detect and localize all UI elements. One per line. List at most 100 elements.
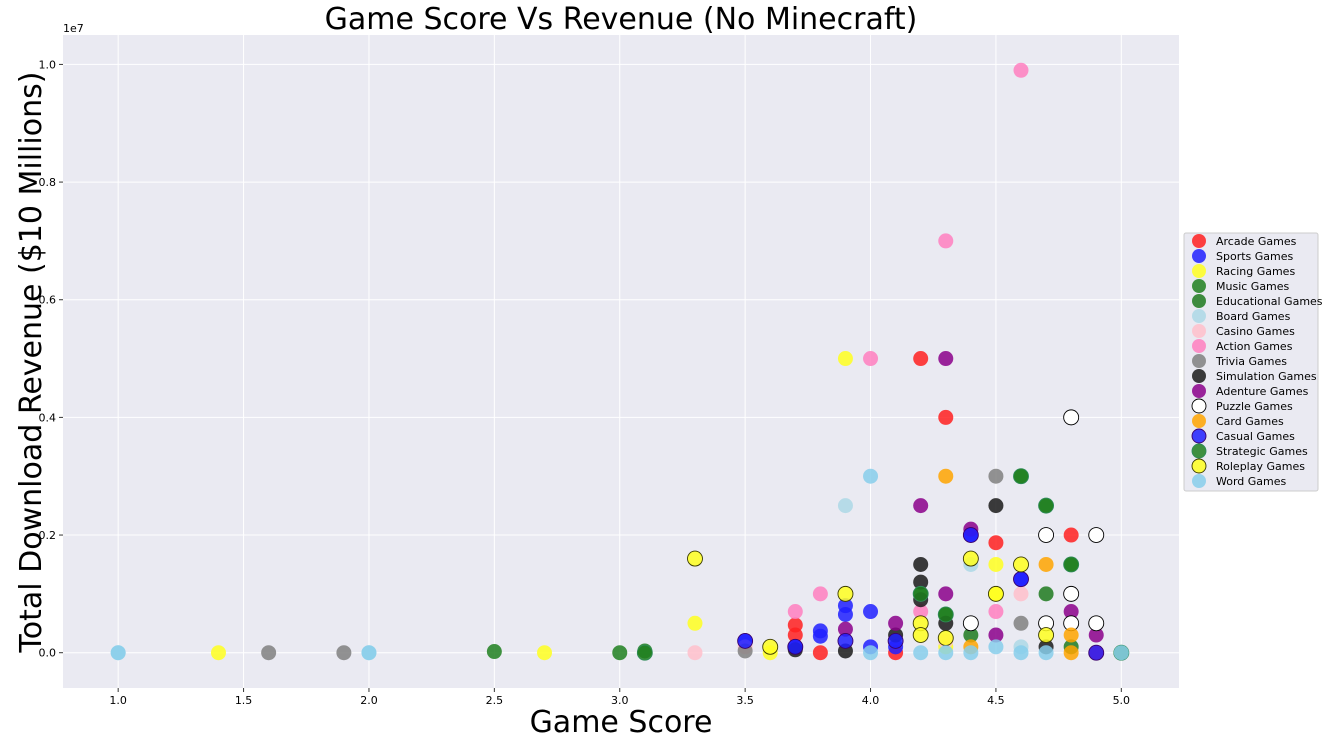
data-point (938, 409, 954, 425)
series-group (787, 62, 1029, 620)
data-point (938, 645, 954, 661)
data-point (912, 585, 929, 602)
data-point (336, 645, 352, 661)
data-point (1038, 527, 1055, 543)
data-point (1038, 586, 1054, 602)
data-point (787, 604, 803, 620)
legend-marker (1192, 264, 1206, 278)
data-point (962, 550, 979, 567)
data-point (361, 645, 377, 661)
data-point (963, 627, 979, 643)
series-group (737, 527, 1105, 661)
data-point (737, 632, 754, 649)
data-point (1063, 409, 1080, 426)
x-tick-label: 1.5 (235, 694, 253, 707)
legend-marker (1192, 279, 1206, 293)
data-point (913, 498, 929, 514)
data-point (1013, 615, 1029, 631)
data-point (887, 632, 904, 649)
data-point (837, 621, 853, 637)
series-group (687, 550, 1055, 655)
x-tick-label: 3.0 (611, 694, 629, 707)
data-point (687, 550, 703, 567)
data-point (1063, 627, 1079, 643)
data-point (812, 628, 828, 644)
data-point (762, 638, 779, 655)
x-tick-label: 2.5 (486, 694, 504, 707)
data-point (962, 527, 979, 543)
legend-marker (1191, 458, 1207, 474)
data-point (1013, 571, 1029, 588)
data-point (687, 615, 703, 631)
legend-marker (1192, 354, 1206, 368)
legend-marker (1192, 309, 1206, 323)
data-point (1063, 585, 1080, 602)
data-point (837, 498, 853, 514)
data-point (987, 585, 1004, 602)
data-point (837, 632, 854, 649)
data-point (787, 638, 804, 655)
data-point (937, 606, 954, 623)
data-point (1113, 645, 1129, 661)
legend-box (1183, 232, 1319, 492)
data-point (837, 606, 853, 622)
y-tick-label: 0.4 (39, 411, 57, 424)
data-point (962, 615, 979, 632)
x-tick-label: 1.0 (109, 694, 127, 707)
data-point (1038, 627, 1055, 644)
y-offset-label: 1e7 (63, 22, 84, 35)
plot-area (63, 35, 1179, 688)
data-point (1038, 556, 1054, 572)
data-point (636, 644, 653, 661)
data-point (210, 645, 226, 661)
legend-label: Educational Games (1216, 295, 1323, 308)
legend-label: Casino Games (1216, 325, 1295, 338)
legend-label: Board Games (1216, 310, 1291, 323)
data-point (863, 645, 879, 661)
data-point (1063, 645, 1079, 661)
data-point (937, 630, 954, 646)
legend-label: Music Games (1216, 280, 1290, 293)
legend-label: Roleplay Games (1216, 460, 1305, 473)
legend-marker (1192, 234, 1206, 248)
data-point (486, 644, 502, 660)
series-group (110, 468, 1129, 661)
scatter-points (110, 62, 1130, 661)
data-point (1088, 627, 1104, 643)
data-point (1013, 62, 1029, 78)
data-point (1088, 527, 1105, 543)
legend-label: Adenture Games (1216, 385, 1309, 398)
data-point (863, 468, 879, 484)
legend-marker (1191, 443, 1207, 459)
data-point (837, 585, 854, 602)
data-point (863, 604, 879, 620)
data-point (1038, 497, 1055, 514)
legend-label: Casual Games (1216, 430, 1295, 443)
data-point (812, 645, 828, 661)
legend-label: Sports Games (1216, 250, 1294, 263)
data-point (913, 645, 929, 661)
legend-marker (1192, 384, 1206, 398)
data-point (1063, 604, 1079, 620)
legend-marker (1192, 414, 1206, 428)
data-point (1013, 468, 1029, 485)
data-point (1063, 527, 1079, 543)
legend: Arcade Games Sports Games Racing Games Musi… (1183, 232, 1323, 492)
data-point (913, 556, 929, 572)
x-tick-label: 5.0 (1113, 694, 1131, 707)
legend-marker (1192, 294, 1206, 308)
y-tick-label: 0.0 (39, 647, 57, 660)
data-point (913, 604, 929, 620)
data-point (261, 645, 277, 661)
legend-marker (1191, 428, 1207, 444)
legend-label: Arcade Games (1216, 235, 1297, 248)
data-point (988, 639, 1004, 655)
legend-items: Arcade Games Sports Games Racing Games Musi… (1191, 234, 1323, 488)
x-ticks: 1.0 1.5 2.0 2.5 3.0 3.5 4.0 4.5 5.0 (109, 688, 1130, 707)
data-point (912, 627, 929, 644)
data-point (963, 645, 979, 661)
series-group (962, 409, 1105, 632)
y-tick-label: 0.8 (39, 176, 57, 189)
data-point (1063, 556, 1080, 573)
data-point (938, 586, 954, 602)
